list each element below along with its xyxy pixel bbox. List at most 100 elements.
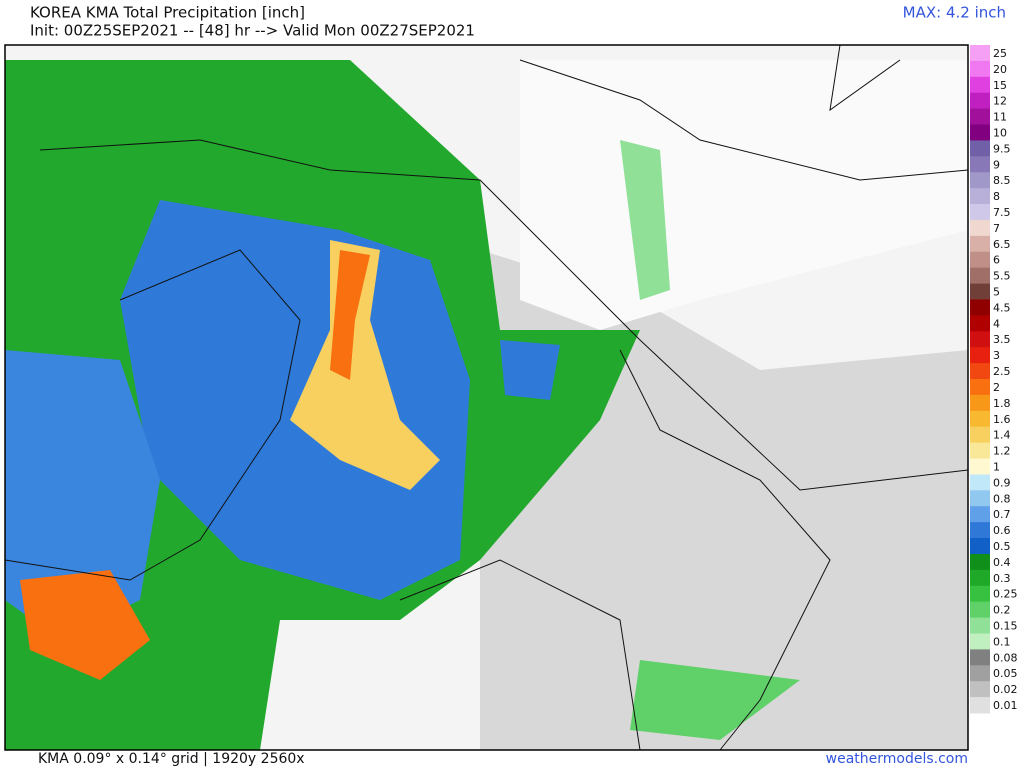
- legend-label: 0.1: [993, 635, 1011, 648]
- title: KOREA KMA Total Precipitation [inch]: [30, 4, 305, 22]
- map: [4, 44, 969, 751]
- legend-swatch: [970, 617, 990, 634]
- legend-label: 8: [993, 190, 1000, 203]
- legend-label: 4: [993, 317, 1000, 330]
- legend-swatch: [970, 188, 990, 205]
- legend-swatch: [970, 108, 990, 126]
- legend-swatch: [970, 665, 990, 682]
- legend-swatch: [970, 553, 990, 571]
- legend-swatch: [970, 426, 990, 444]
- map-frame: [4, 44, 969, 751]
- subtitle: Init: 00Z25SEP2021 -- [48] hr --> Valid …: [30, 22, 475, 40]
- legend-swatch: [970, 76, 990, 94]
- legend-swatch: [970, 442, 990, 460]
- legend-label: 1: [993, 460, 1000, 473]
- border-line: [4, 249, 301, 581]
- border-line: [619, 349, 831, 751]
- legend-label: 0.5: [993, 540, 1011, 553]
- legend-swatch: [970, 363, 990, 380]
- legend-swatch: [970, 522, 990, 539]
- legend-label: 3.5: [993, 333, 1011, 346]
- dry-area: [520, 60, 968, 330]
- legend-label: 15: [993, 79, 1007, 92]
- legend-label: 0.4: [993, 556, 1011, 569]
- legend-swatch: [970, 331, 990, 348]
- legend-swatch: [970, 283, 990, 300]
- legend-label: 2.5: [993, 365, 1011, 378]
- legend-label: 0.7: [993, 508, 1011, 521]
- legend-swatch: [970, 156, 990, 173]
- legend-swatch: [970, 267, 990, 285]
- legend-label: 0.15: [993, 620, 1018, 633]
- precip-green-yemen: [620, 140, 670, 300]
- legend-label: 0.6: [993, 524, 1011, 537]
- legend-swatch: [970, 458, 990, 475]
- legend-label: 11: [993, 111, 1007, 124]
- legend-label: 9.5: [993, 142, 1011, 155]
- legend-label: 2: [993, 381, 1000, 394]
- legend-label: 6: [993, 254, 1000, 267]
- legend-label: 0.3: [993, 572, 1011, 585]
- max-value: MAX: 4.2 inch: [903, 4, 1006, 22]
- precip-orange-west: [20, 570, 150, 680]
- legend-swatch: [970, 601, 990, 619]
- legend-swatch: [970, 697, 990, 714]
- legend-label: 0.05: [993, 667, 1018, 680]
- legend-label: 25: [993, 47, 1007, 60]
- footer-right: weathermodels.com: [826, 751, 968, 767]
- legend-swatch: [970, 92, 990, 110]
- legend-label: 1.6: [993, 413, 1011, 426]
- legend-swatch: [970, 315, 990, 332]
- border-line: [519, 59, 969, 181]
- legend-swatch: [970, 60, 990, 78]
- borders: [4, 44, 969, 751]
- legend-label: 0.01: [993, 699, 1018, 712]
- legend-swatch: [970, 140, 990, 157]
- legend-label: 4.5: [993, 301, 1011, 314]
- legend-label: 5: [993, 286, 1000, 299]
- precip-green-east: [630, 660, 800, 740]
- legend-label: 1.8: [993, 397, 1011, 410]
- border-line: [399, 559, 641, 751]
- legend-label: 0.08: [993, 651, 1018, 664]
- legend-swatch: [970, 45, 990, 62]
- legend-label: 10: [993, 126, 1007, 139]
- precip-blue-west: [5, 350, 160, 640]
- legend-swatch: [970, 474, 990, 491]
- border-line: [39, 139, 969, 491]
- legend-swatch: [970, 410, 990, 428]
- legend-label: 0.02: [993, 683, 1018, 696]
- legend-label: 5.5: [993, 270, 1011, 283]
- legend-label: 20: [993, 63, 1007, 76]
- legend-swatch: [970, 235, 990, 253]
- legend-label: 8.5: [993, 174, 1011, 187]
- legend-label: 0.9: [993, 476, 1011, 489]
- legend-label: 7: [993, 222, 1000, 235]
- legend-swatch: [970, 506, 990, 523]
- legend-label: 1.4: [993, 429, 1011, 442]
- legend-swatch: [970, 204, 990, 221]
- legend-label: 0.8: [993, 492, 1011, 505]
- legend-swatch: [970, 299, 990, 316]
- legend-swatch: [970, 490, 990, 507]
- legend-label: 0.2: [993, 604, 1011, 617]
- precip-blue-east: [500, 340, 560, 400]
- legend-swatch: [970, 379, 990, 396]
- footer-left: KMA 0.09° x 0.14° grid | 1920y 2560x: [38, 751, 305, 767]
- legend: 2520151211109.598.587.576.565.554.543.53…: [970, 45, 1018, 714]
- legend-swatch: [970, 251, 990, 269]
- border-line: [829, 44, 901, 112]
- legend-swatch: [970, 649, 990, 666]
- legend-label: 0.25: [993, 588, 1018, 601]
- legend-label: 7.5: [993, 206, 1011, 219]
- legend-swatch: [970, 172, 990, 189]
- legend-swatch: [970, 681, 990, 698]
- legend-swatch: [970, 569, 990, 587]
- legend-swatch: [970, 394, 990, 412]
- legend-label: 6.5: [993, 238, 1011, 251]
- precip-yellow: [290, 240, 440, 490]
- legend-swatch: [970, 124, 990, 141]
- legend-label: 12: [993, 95, 1007, 108]
- precip-orange: [330, 250, 370, 380]
